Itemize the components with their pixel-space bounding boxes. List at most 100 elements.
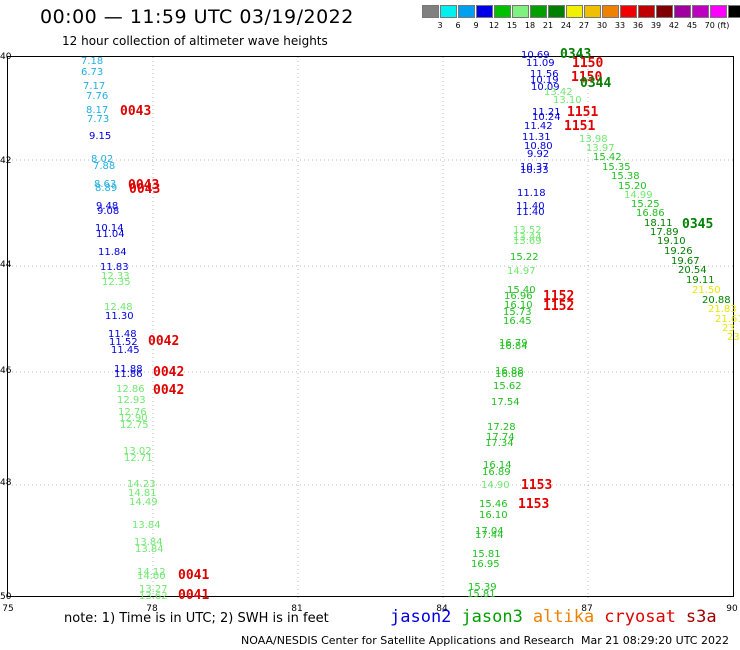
legend-swatch	[548, 5, 565, 18]
legend-swatch	[674, 5, 691, 18]
wave-height-reading: 17.54	[491, 397, 520, 408]
legend-swatch	[620, 5, 637, 18]
wave-height-reading: 11.31	[522, 132, 551, 143]
wave-height-reading: 23	[727, 332, 740, 343]
gridlines	[8, 57, 735, 598]
legend-label: 39	[650, 21, 662, 30]
pass-time-label: 0043	[128, 178, 160, 193]
legend-label: 70 (ft)	[704, 21, 730, 30]
y-axis-label-48: 48	[0, 478, 12, 488]
wave-height-reading: 14.49	[129, 497, 158, 508]
wave-height-reading: 11.45	[111, 345, 140, 356]
x-axis-label-81: 81	[291, 604, 303, 614]
legend-swatch	[422, 5, 439, 18]
wave-height-reading: 12.93	[117, 395, 146, 406]
wave-height-reading: 11.84	[98, 247, 127, 258]
wave-height-reading: 17.89	[650, 227, 679, 238]
legend-label: 12	[488, 21, 500, 30]
wave-height-reading: 13.69	[513, 236, 542, 247]
pass-time-label: 0041	[178, 588, 210, 603]
wave-height-reading: 14.12	[137, 567, 166, 578]
satellite-name-cryosat: cryosat	[604, 607, 676, 627]
legend-swatch	[584, 5, 601, 18]
legend-label: 45	[686, 21, 698, 30]
legend-label: 27	[578, 21, 590, 30]
wave-height-reading: 19.67	[671, 256, 700, 267]
wave-height-reading: 16.86	[636, 208, 665, 219]
legend-label: 42	[668, 21, 680, 30]
wave-height-reading: 7.18	[81, 56, 104, 67]
pass-time-label: 0043	[120, 104, 152, 119]
pass-time-label: 0344	[580, 76, 612, 91]
legend-swatch	[656, 5, 673, 18]
wave-height-reading: 15.46	[479, 499, 508, 510]
x-axis-label-84: 84	[436, 604, 448, 614]
wave-height-reading: 16.10	[504, 300, 533, 311]
wave-height-reading: 8.63	[94, 179, 117, 190]
wave-height-reading: 11.40	[516, 207, 545, 218]
wave-height-reading: 16.88	[495, 366, 524, 377]
wave-height-reading: 16.84	[499, 341, 528, 352]
wave-height-reading: 14.90	[481, 480, 510, 491]
wave-height-reading: 8.89	[95, 183, 118, 194]
wave-height-reading: 13.10	[553, 95, 582, 106]
wave-height-reading: 12.90	[119, 413, 148, 424]
wave-height-reading: 15.81	[472, 549, 501, 560]
wave-height-reading: 8.17	[86, 105, 109, 116]
wave-height-reading: 9.48	[96, 201, 119, 212]
wave-height-reading: 18.11	[644, 218, 673, 229]
wave-height-reading: 21.83	[708, 304, 737, 315]
satellite-name-jason2: jason2	[390, 607, 452, 627]
wave-height-reading: 15.62	[493, 381, 522, 392]
wave-height-reading: 16.86	[495, 369, 524, 380]
wave-height-reading: 23	[722, 323, 735, 334]
wave-height-reading: 13.42	[544, 87, 573, 98]
wave-height-reading: 15.22	[510, 252, 539, 263]
legend-swatch	[728, 5, 740, 18]
legend-label: 33	[614, 21, 626, 30]
wave-height-reading: 16.10	[479, 510, 508, 521]
legend-swatch	[602, 5, 619, 18]
wave-height-reading: 7.88	[93, 161, 116, 172]
legend-swatch	[638, 5, 655, 18]
wave-height-reading: 14.23	[127, 479, 156, 490]
satellite-legend: jason2 jason3 altika cryosat s3a	[390, 607, 727, 627]
satellite-name-altika: altika	[532, 607, 595, 627]
legend-swatch	[494, 5, 511, 18]
wave-height-reading: 11.48	[108, 329, 137, 340]
x-axis-label-78: 78	[146, 604, 158, 614]
wave-height-reading: 21.50	[692, 285, 721, 296]
legend-label: 30	[596, 21, 608, 30]
wave-height-reading: 16.14	[483, 460, 512, 471]
wave-height-reading: 11.40	[516, 201, 545, 212]
wave-height-reading: 16.95	[471, 559, 500, 570]
pass-time-label: 0041	[178, 568, 210, 583]
legend-label: 6	[455, 21, 461, 30]
wave-height-reading: 20.88	[702, 295, 731, 306]
wave-height-reading: 8.02	[91, 154, 114, 165]
legend-label: 18	[524, 21, 536, 30]
wave-height-reading: 16.45	[503, 316, 532, 327]
wave-height-reading: 17.34	[485, 438, 514, 449]
wave-height-reading: 13.52	[513, 225, 542, 236]
wave-height-reading: 15.20	[618, 181, 647, 192]
wave-height-reading: 15.35	[602, 162, 631, 173]
wave-height-reading: 15.40	[507, 285, 536, 296]
pass-time-label: 1152	[543, 289, 575, 304]
pass-time-label: 0345	[682, 217, 714, 232]
wave-height-reading: 10.24	[532, 112, 561, 123]
wave-height-reading: 10.69	[521, 50, 550, 61]
pass-time-label: 1150	[572, 56, 604, 71]
wave-height-reading: 11.88	[114, 364, 143, 375]
legend-label: 9	[473, 21, 479, 30]
wave-height-reading: 21.61	[715, 314, 740, 325]
legend-label: 3	[437, 21, 443, 30]
y-axis-label-40: 40	[0, 52, 12, 62]
pass-time-label: 1151	[567, 105, 599, 120]
wave-height-reading: 12.33	[101, 271, 130, 282]
wave-height-reading: 11.30	[105, 311, 134, 322]
pass-time-label: 0042	[148, 334, 180, 349]
color-scale-legend	[422, 5, 740, 18]
y-axis-label-46: 46	[0, 366, 12, 376]
wave-height-reading: 10.14	[95, 223, 124, 234]
